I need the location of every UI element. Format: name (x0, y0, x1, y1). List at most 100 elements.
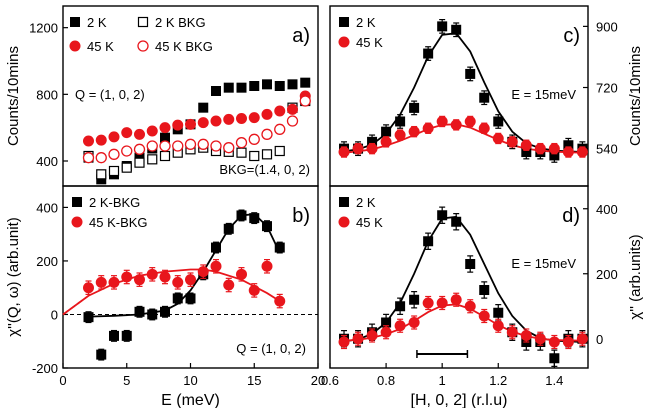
data-point (197, 117, 209, 129)
data-point (422, 297, 434, 309)
x-tick-label: 1 (439, 373, 446, 388)
data-point (300, 77, 311, 88)
data-point (146, 140, 158, 152)
data-point (108, 165, 120, 177)
panel-d: 0 200 400 0.6 0.8 1 1.2 1.4 d) 2 K 45 K E = 15meV [H… (321, 185, 644, 408)
data-point (160, 306, 170, 317)
y-tick-label: 0 (596, 332, 603, 347)
panel-label: a) (292, 25, 310, 47)
x-axis-label: [H, 0, 2] (r.l.u) (411, 392, 508, 408)
data-point (394, 129, 406, 141)
data-point (160, 132, 170, 143)
x-tick-label: 0.6 (321, 373, 339, 388)
data-point (248, 112, 260, 124)
data-point (172, 140, 184, 152)
data-point (261, 108, 273, 120)
data-point (436, 297, 448, 309)
data-point (223, 223, 234, 234)
data-point (395, 301, 406, 312)
legend-marker (339, 17, 349, 27)
y-tick-label: -200 (32, 361, 58, 376)
data-point (563, 140, 574, 151)
legend-label: 45 K (356, 35, 383, 50)
x-tick-label: 0.8 (377, 373, 395, 388)
legend-marker (70, 17, 80, 27)
legend-label: 45 K-BKG (89, 215, 148, 230)
data-point (235, 137, 248, 149)
data-point (274, 242, 285, 253)
data-point (236, 210, 247, 221)
data-point (134, 128, 145, 140)
data-point (121, 330, 132, 341)
data-point (492, 320, 504, 332)
data-point (352, 143, 364, 155)
data-point (210, 115, 222, 127)
data-point (548, 336, 560, 348)
data-point (159, 150, 171, 162)
data-point (262, 79, 272, 90)
data-point (83, 135, 94, 147)
data-point (249, 81, 260, 91)
y-tick-label: 200 (596, 267, 618, 282)
data-point (395, 116, 406, 127)
panel-label: d) (562, 205, 580, 227)
data-point (549, 353, 560, 364)
legend-label: 2 K (356, 195, 376, 210)
data-point (197, 138, 209, 150)
data-point (211, 86, 221, 96)
data-point (562, 336, 574, 348)
data-point (338, 146, 350, 158)
data-point (248, 284, 260, 296)
legend-label: 2 K (356, 15, 376, 30)
data-point (436, 115, 448, 127)
data-point (223, 82, 234, 93)
data-point (274, 81, 285, 91)
legend-label: 45 K BKG (155, 39, 213, 54)
legend-marker (339, 197, 349, 207)
data-point (576, 146, 588, 158)
y-axis-label: Counts/10mins (627, 46, 644, 146)
data-point (464, 115, 476, 127)
legend-label: 2 K-BKG (89, 195, 140, 210)
data-point (210, 140, 222, 152)
fit-extrapolation (62, 295, 89, 316)
data-point (366, 143, 378, 155)
y-tick-label: 400 (36, 154, 58, 169)
y-tick-label: 400 (36, 200, 58, 215)
x-tick-label: 0 (59, 373, 66, 388)
data-point (172, 293, 183, 304)
data-point (261, 128, 273, 140)
data-point (338, 336, 350, 348)
data-point (172, 119, 184, 131)
data-point (133, 143, 146, 155)
panel-a: 400 800 1200 a) 2 K 2 K BKG 45 K 45 K BKG Q = (1… (5, 5, 319, 187)
data-point (380, 326, 392, 338)
data-point (286, 115, 299, 127)
data-point (108, 131, 120, 143)
data-point (185, 118, 196, 130)
x-tick-label: 15 (247, 373, 261, 388)
legend-marker (338, 216, 350, 228)
data-point (274, 145, 285, 157)
annotation-q: Q = (1, 0, 2) (236, 341, 306, 356)
series-45-K (338, 292, 588, 350)
data-point (464, 300, 476, 312)
y-tick-label: 900 (596, 19, 618, 34)
data-point (236, 147, 247, 158)
legend-marker (338, 36, 350, 48)
x-tick-label: 1.2 (489, 373, 507, 388)
data-point (367, 136, 378, 147)
data-point (506, 326, 518, 338)
data-point (147, 154, 158, 165)
data-point (520, 139, 532, 151)
data-point (465, 259, 476, 269)
legend-label: 45 K (356, 215, 383, 230)
data-point (121, 127, 133, 139)
y-tick-label: 720 (596, 81, 618, 96)
data-point (185, 274, 196, 286)
data-point (159, 271, 171, 283)
legend-label: 45 K (87, 39, 114, 54)
data-point (274, 295, 286, 307)
data-point (121, 271, 133, 283)
